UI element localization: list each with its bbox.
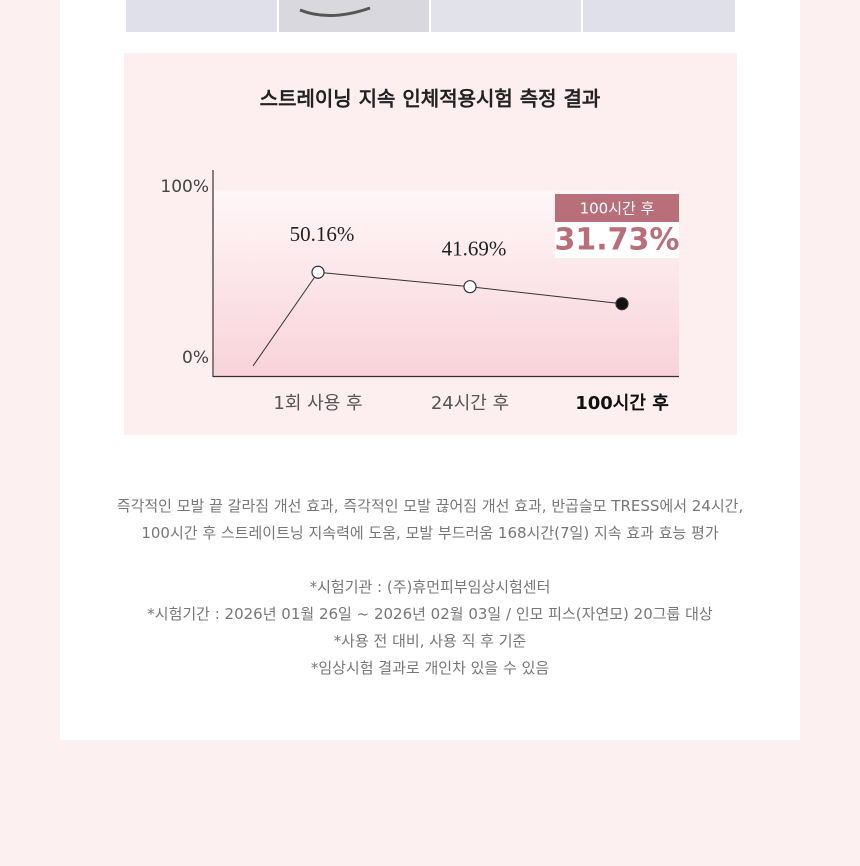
y-tick-label: 100%: [160, 177, 209, 197]
footnote: *사용 전 대비, 사용 직 후 기준: [333, 632, 527, 650]
chart: 스트레이닝 지속 인체적용시험 측정 결과 0% 100% 1회 사용 후 50.16…: [124, 0, 737, 435]
x-tick-label: 24시간 후: [431, 393, 509, 414]
data-point: [463, 280, 477, 294]
footnote: *시험기관 : (주)휴먼피부임상시험센터: [309, 578, 551, 596]
data-label: 31.73%: [555, 223, 680, 258]
description-line: 100시간 후 스트레이트닝 지속력에 도움, 모발 부드러움 168시간(7일…: [141, 524, 719, 542]
x-tick-label: 100시간 후: [575, 393, 669, 414]
highlight-label: 100시간 후: [580, 200, 655, 218]
description: 즉각적인 모발 끝 갈라짐 개선 효과, 즉각적인 모발 끊어짐 개선 효과, …: [60, 493, 800, 547]
data-point: [615, 297, 629, 311]
data-label: 41.69%: [442, 237, 507, 261]
data-point: [311, 265, 325, 279]
highlight-value-box: [555, 222, 679, 258]
footnotes: *시험기관 : (주)휴먼피부임상시험센터 *시험기간 : 2026년 01월 …: [60, 574, 800, 682]
footnote: *시험기간 : 2026년 01월 26일 ~ 2026년 02월 03일 / …: [147, 605, 713, 623]
highlight-box: [555, 194, 679, 222]
image-strip: [126, 0, 735, 32]
y-tick-label: 0%: [182, 348, 209, 368]
footnote: *임상시험 결과로 개인차 있을 수 있음: [310, 659, 550, 677]
x-tick-label: 1회 사용 후: [273, 393, 362, 414]
lead-in: [252, 271, 319, 367]
description-line: 즉각적인 모발 끝 갈라짐 개선 효과, 즉각적인 모발 끊어짐 개선 효과, …: [116, 497, 744, 515]
chart-title: 스트레이닝 지속 인체적용시험 측정 결과: [260, 87, 601, 111]
data-label: 50.16%: [290, 222, 355, 246]
